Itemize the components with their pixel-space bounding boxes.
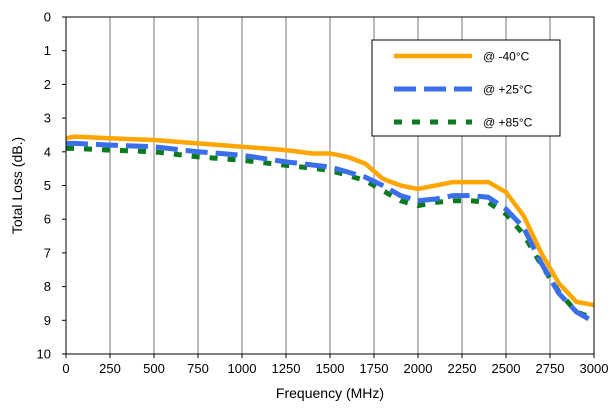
y-tick-label-6: 6 bbox=[44, 212, 51, 227]
y-tick-label-3: 3 bbox=[44, 111, 51, 126]
x-tick-label-3000: 3000 bbox=[580, 361, 609, 376]
legend-label-plus25: @ +25°C bbox=[483, 83, 533, 97]
y-tick-label-8: 8 bbox=[44, 279, 51, 294]
x-tick-label-1250: 1250 bbox=[272, 361, 301, 376]
y-tick-label-5: 5 bbox=[44, 178, 51, 193]
y-axis-ticks: 0 1 2 3 4 5 6 7 8 9 10 bbox=[37, 10, 66, 362]
y-tick-label-0: 0 bbox=[44, 10, 51, 25]
series-line-plus25 bbox=[66, 140, 596, 325]
x-tick-label-1750: 1750 bbox=[360, 361, 389, 376]
legend-label-plus85: @ +85°C bbox=[483, 116, 533, 130]
series-line-minus40 bbox=[65, 134, 595, 308]
y-tick-label-1: 1 bbox=[44, 43, 51, 58]
series-lines bbox=[65, 134, 596, 325]
x-tick-label-2750: 2750 bbox=[536, 361, 565, 376]
x-tick-label-750: 750 bbox=[187, 361, 209, 376]
legend: @ -40°C @ +25°C @ +85°C bbox=[371, 39, 561, 137]
x-tick-label-2000: 2000 bbox=[404, 361, 433, 376]
y-tick-label-7: 7 bbox=[44, 245, 51, 260]
x-axis-ticks: 0 250 500 750 1000 1250 1500 1750 2000 2250 2500 27… bbox=[62, 354, 608, 376]
x-tick-label-500: 500 bbox=[143, 361, 165, 376]
y-axis-title: Total Loss (dB.) bbox=[9, 137, 25, 234]
x-tick-label-1000: 1000 bbox=[228, 361, 257, 376]
x-tick-label-0: 0 bbox=[62, 361, 69, 376]
y-tick-label-9: 9 bbox=[44, 313, 51, 328]
x-tick-label-250: 250 bbox=[99, 361, 121, 376]
x-tick-label-2250: 2250 bbox=[448, 361, 477, 376]
y-tick-label-2: 2 bbox=[44, 77, 51, 92]
x-tick-label-1500: 1500 bbox=[316, 361, 345, 376]
y-tick-label-4: 4 bbox=[44, 144, 51, 159]
x-axis-title: Frequency (MHz) bbox=[276, 385, 384, 401]
legend-label-minus40: @ -40°C bbox=[483, 50, 530, 64]
y-tick-label-10: 10 bbox=[37, 347, 51, 362]
x-tick-label-2500: 2500 bbox=[492, 361, 521, 376]
